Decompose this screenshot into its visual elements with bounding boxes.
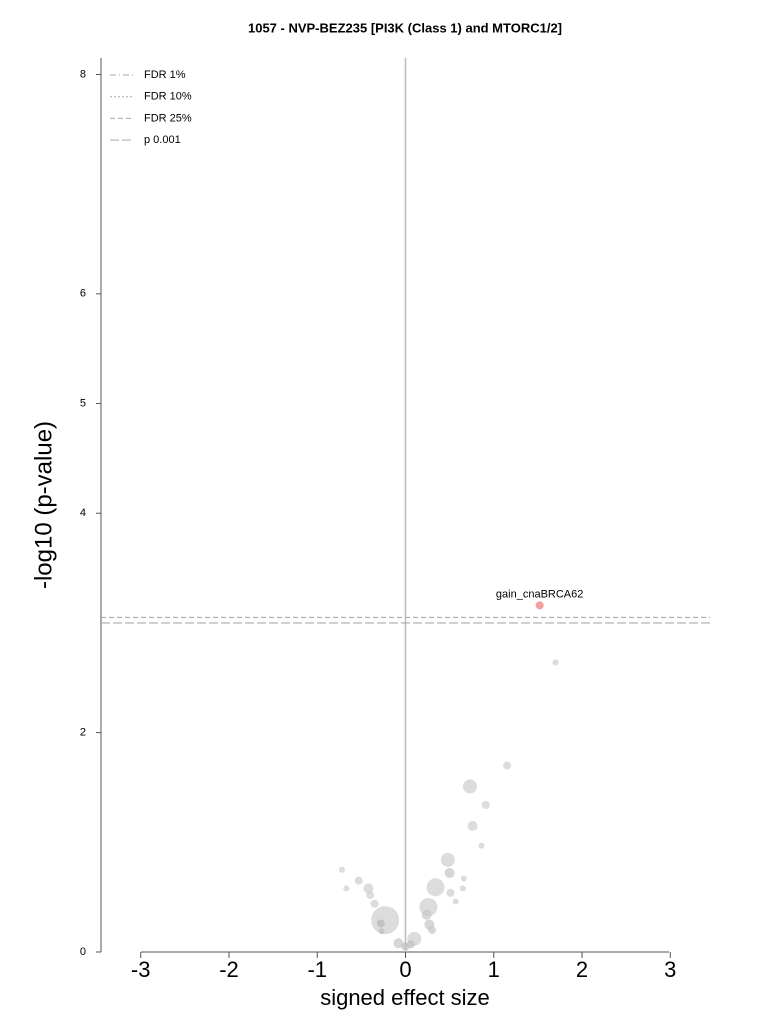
y-tick-label: 8 (80, 68, 86, 80)
point-label: gain_cnaBRCA62 (496, 588, 583, 600)
y-tick-label: 6 (80, 288, 86, 300)
data-point (462, 779, 477, 794)
data-point (354, 876, 363, 885)
data-point (366, 890, 375, 899)
data-point (378, 928, 385, 935)
x-tick-label: 1 (488, 957, 500, 982)
data-point (467, 820, 478, 831)
data-point (426, 878, 445, 897)
data-point (371, 906, 400, 935)
x-tick-label: 0 (399, 957, 411, 982)
data-point (393, 938, 404, 949)
x-tick-label: -3 (131, 957, 151, 982)
y-tick-label: 2 (80, 727, 86, 739)
y-tick-label: 0 (80, 946, 86, 958)
y-axis-label: -log10 (p-value) (30, 421, 57, 589)
data-point (452, 898, 459, 905)
x-tick-label: -2 (219, 957, 239, 982)
legend-label: FDR 1% (144, 69, 186, 81)
x-tick-label: -1 (307, 957, 327, 982)
data-point (440, 852, 455, 867)
y-tick-label: 4 (80, 507, 86, 519)
data-point (427, 926, 436, 935)
data-point (446, 888, 455, 897)
data-point (481, 801, 490, 810)
data-point (421, 909, 432, 920)
data-point (376, 919, 385, 928)
data-point (459, 885, 466, 892)
data-point (401, 942, 410, 951)
legend-label: FDR 25% (144, 112, 192, 124)
x-tick-label: 2 (576, 957, 588, 982)
data-point (478, 842, 485, 849)
legend-label: FDR 10% (144, 91, 192, 103)
data-point (535, 601, 544, 610)
y-tick-label: 5 (80, 397, 86, 409)
data-point (503, 761, 511, 770)
data-point (338, 866, 345, 873)
data-point (370, 899, 379, 908)
x-tick-label: 3 (664, 957, 676, 982)
data-point (343, 885, 350, 892)
x-axis-label: signed effect size (320, 985, 490, 1010)
data-point (460, 875, 467, 882)
data-point (363, 883, 374, 894)
legend-label: p 0.001 (144, 134, 181, 146)
chart-title: 1057 - NVP-BEZ235 [PI3K (Class 1) and MT… (248, 20, 562, 35)
data-point (552, 659, 559, 666)
data-point (444, 868, 455, 879)
